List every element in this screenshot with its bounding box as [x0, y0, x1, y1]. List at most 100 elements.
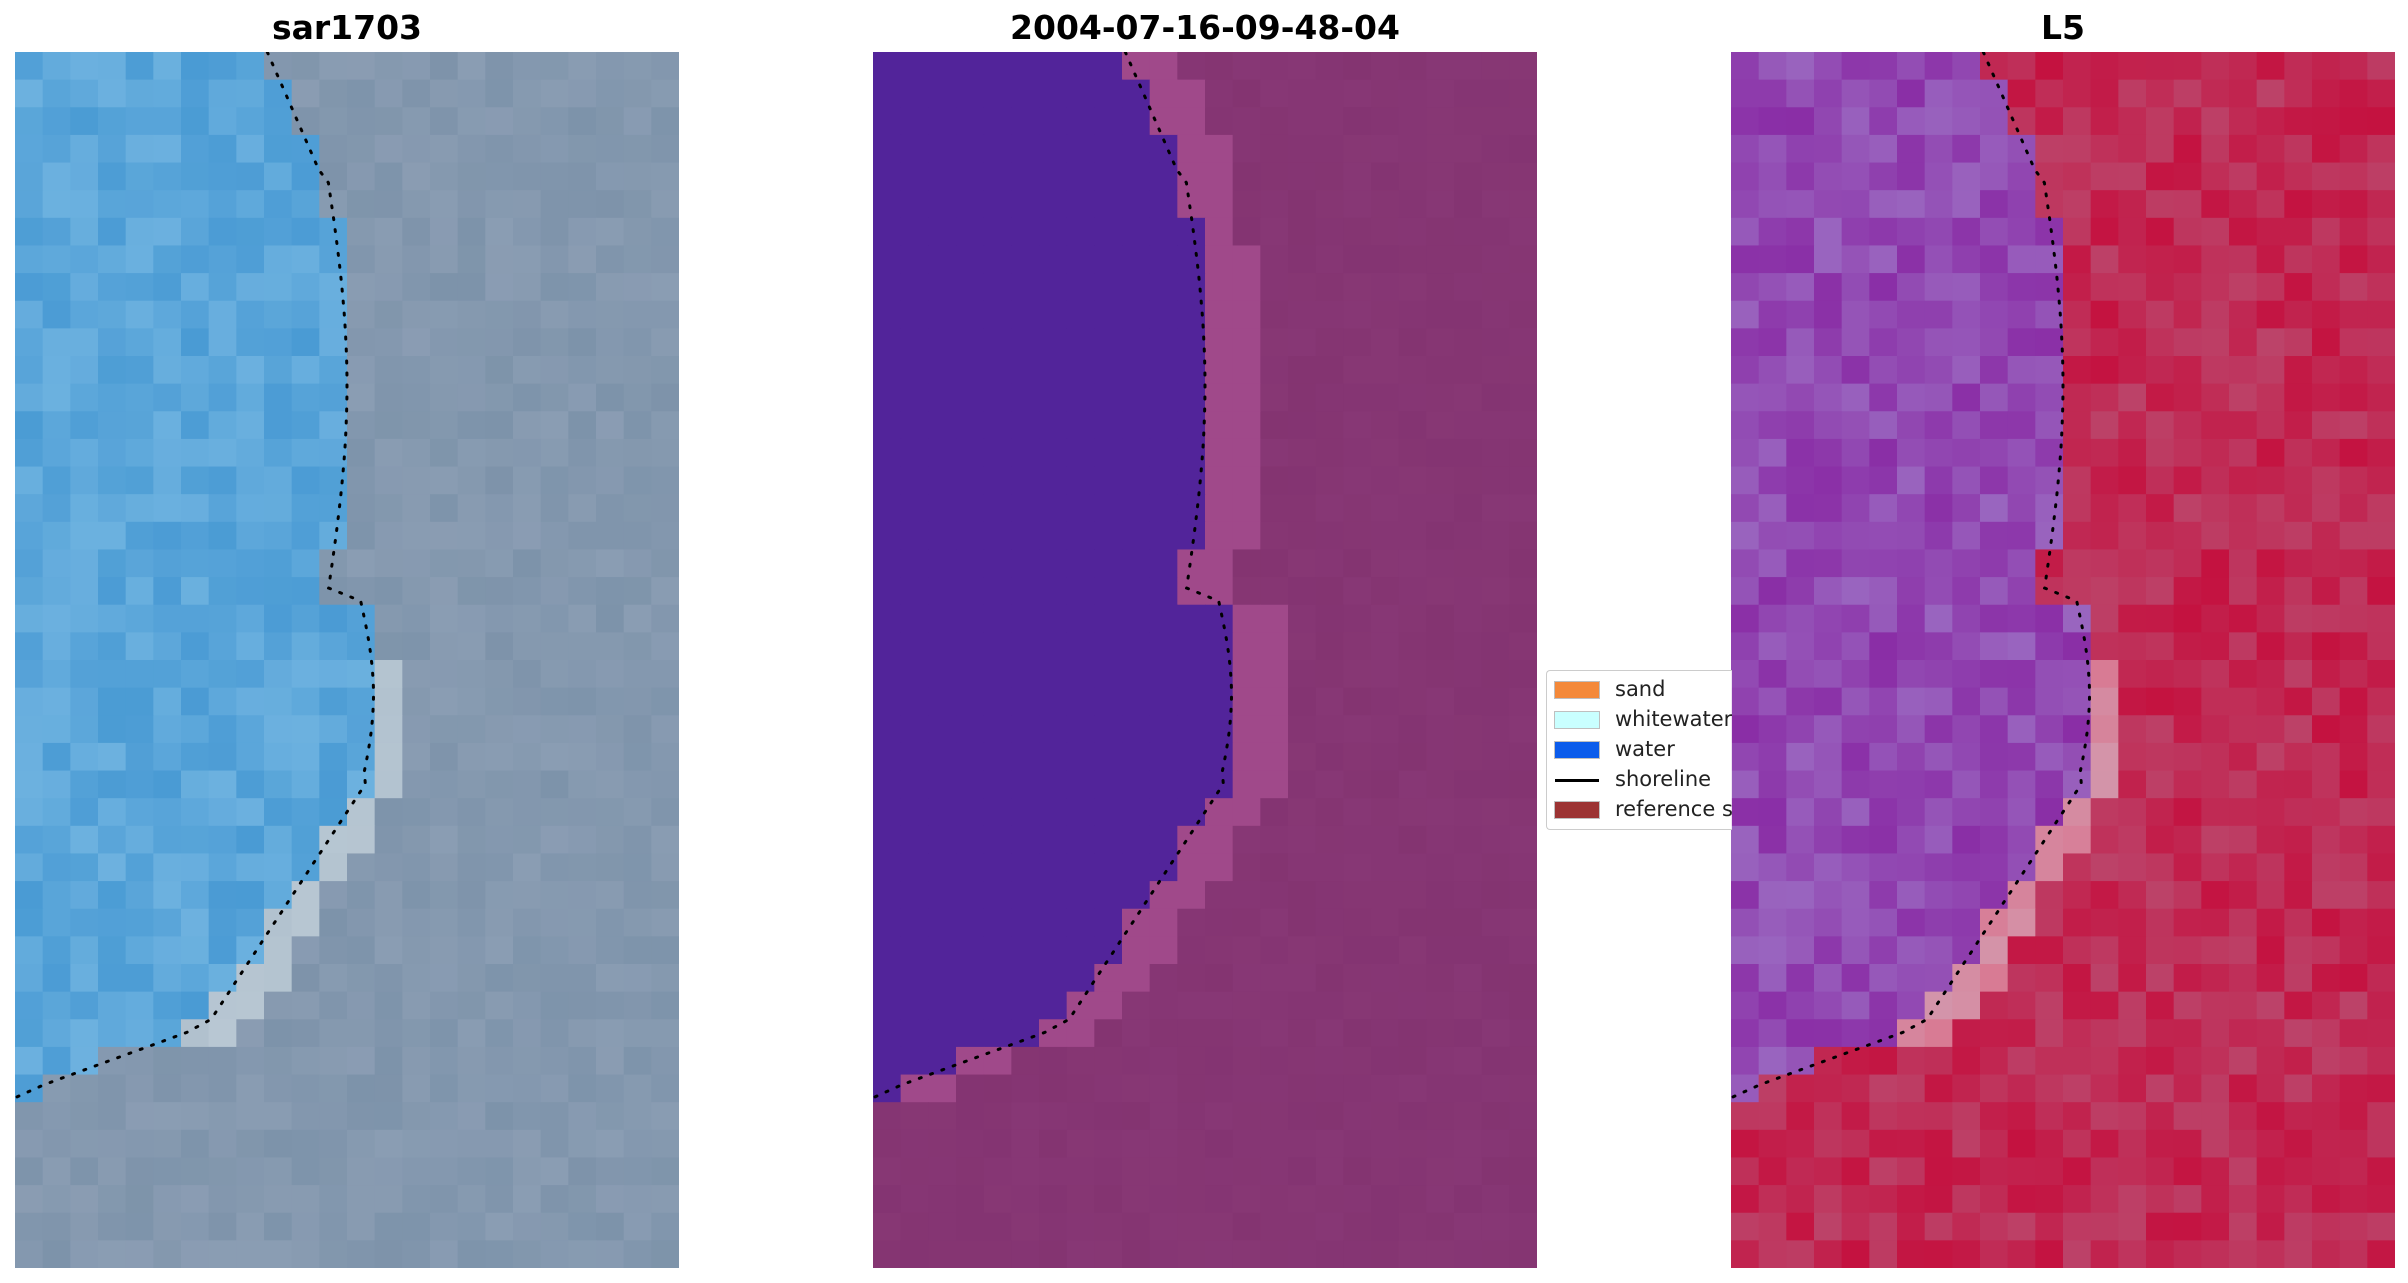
- image-pixel: [2339, 190, 2368, 219]
- image-pixel: [15, 300, 44, 329]
- image-pixel: [1398, 964, 1427, 993]
- image-pixel: [513, 521, 542, 551]
- image-pixel: [1039, 660, 1068, 689]
- image-pixel: [70, 632, 99, 661]
- image-pixel: [42, 1129, 71, 1159]
- image-pixel: [402, 1240, 431, 1268]
- image-pixel: [236, 356, 265, 385]
- image-pixel: [1952, 438, 1981, 468]
- image-pixel: [568, 466, 597, 495]
- image-pixel: [1731, 604, 1760, 633]
- image-pixel: [1980, 107, 2009, 136]
- image-pixel: [2284, 1240, 2313, 1268]
- image-pixel: [208, 79, 237, 108]
- image-pixel: [1481, 466, 1510, 495]
- image-pixel: [1343, 936, 1372, 965]
- image-pixel: [1924, 190, 1953, 219]
- image-pixel: [1177, 936, 1206, 965]
- image-pixel: [2173, 770, 2202, 799]
- image-pixel: [1841, 190, 1870, 219]
- image-pixel: [928, 908, 957, 937]
- image-pixel: [1897, 660, 1926, 689]
- image-pixel: [1924, 162, 1953, 191]
- image-pixel: [596, 881, 625, 910]
- image-pixel: [983, 1102, 1012, 1131]
- image-pixel: [2146, 660, 2175, 689]
- image-pixel: [2035, 770, 2064, 799]
- image-pixel: [540, 1185, 569, 1214]
- image-pixel: [956, 494, 985, 523]
- image-pixel: [2256, 411, 2285, 440]
- image-pixel: [2146, 1240, 2175, 1268]
- image-pixel: [513, 991, 542, 1020]
- image-pixel: [1315, 964, 1344, 993]
- image-pixel: [42, 908, 71, 937]
- image-pixel: [2007, 245, 2036, 274]
- image-pixel: [1731, 1019, 1760, 1048]
- image-pixel: [181, 687, 210, 716]
- image-pixel: [1122, 273, 1151, 302]
- image-pixel: [1177, 190, 1206, 219]
- image-pixel: [1288, 79, 1317, 108]
- image-pixel: [513, 466, 542, 495]
- image-pixel: [928, 632, 957, 661]
- image-pixel: [2007, 798, 2036, 827]
- image-pixel: [1343, 770, 1372, 799]
- image-pixel: [1039, 964, 1068, 993]
- image-pixel: [2339, 742, 2368, 772]
- image-pixel: [2367, 1102, 2395, 1131]
- image-pixel: [1288, 466, 1317, 495]
- image-pixel: [1924, 383, 1953, 412]
- image-pixel: [236, 825, 265, 855]
- image-pixel: [2090, 494, 2119, 523]
- image-pixel: [1260, 356, 1289, 385]
- image-pixel: [208, 1129, 237, 1159]
- image-pixel: [1454, 494, 1483, 523]
- image-pixel: [153, 217, 182, 247]
- image-pixel: [457, 1240, 486, 1268]
- image-pixel: [900, 604, 929, 633]
- image-pixel: [651, 383, 679, 412]
- image-pixel: [1122, 853, 1151, 882]
- image-pixel: [1011, 549, 1040, 578]
- image-pixel: [2367, 52, 2395, 81]
- image-pixel: [1122, 411, 1151, 440]
- image-pixel: [1371, 936, 1400, 965]
- image-pixel: [900, 107, 929, 136]
- image-pixel: [1509, 1240, 1537, 1268]
- image-pixel: [2173, 853, 2202, 882]
- image-pixel: [873, 742, 902, 772]
- image-pixel: [1426, 604, 1455, 633]
- image-pixel: [1924, 742, 1953, 772]
- image-pixel: [2339, 991, 2368, 1020]
- image-pixel: [2256, 770, 2285, 799]
- image-pixel: [1509, 687, 1537, 716]
- image-pixel: [457, 770, 486, 799]
- image-pixel: [1980, 134, 2009, 164]
- image-pixel: [1952, 715, 1981, 744]
- image-pixel: [2146, 549, 2175, 578]
- image-pixel: [1952, 79, 1981, 108]
- image-pixel: [1232, 52, 1261, 81]
- image-pixel: [181, 438, 210, 468]
- image-pixel: [1869, 1074, 1898, 1103]
- image-pixel: [1841, 742, 1870, 772]
- image-pixel: [1177, 1074, 1206, 1103]
- image-pixel: [900, 936, 929, 965]
- image-pixel: [1786, 1102, 1815, 1131]
- image-pixel: [2284, 660, 2313, 689]
- image-pixel: [1232, 328, 1261, 357]
- image-pixel: [430, 273, 459, 302]
- image-pixel: [1094, 466, 1123, 495]
- image-pixel: [430, 521, 459, 551]
- image-pixel: [1094, 853, 1123, 882]
- image-pixel: [1315, 383, 1344, 412]
- image-pixel: [1952, 881, 1981, 910]
- image-pixel: [457, 577, 486, 606]
- image-pixel: [1398, 881, 1427, 910]
- image-pixel: [2201, 273, 2230, 302]
- image-pixel: [402, 273, 431, 302]
- image-pixel: [1205, 1240, 1234, 1268]
- image-pixel: [374, 52, 403, 81]
- image-pixel: [2229, 1240, 2258, 1268]
